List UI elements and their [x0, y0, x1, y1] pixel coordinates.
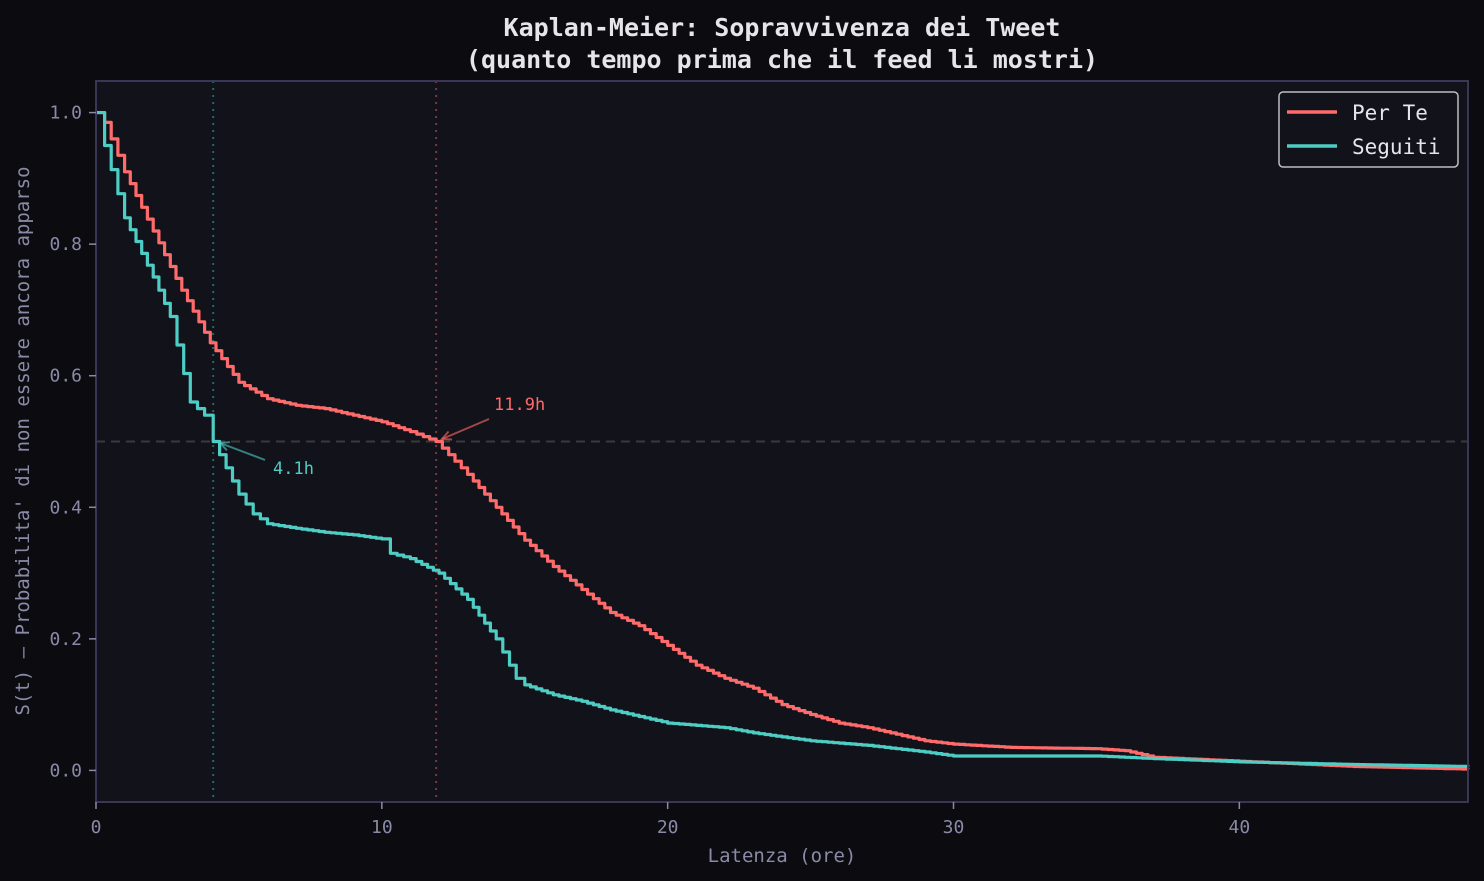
- plot-area: [96, 81, 1468, 802]
- legend: Per Te Seguiti: [1278, 91, 1459, 168]
- annotation-arrow: [219, 442, 266, 461]
- legend-label-per-te: Per Te: [1352, 101, 1428, 125]
- x-axis-ticks: 0 10 20 30 40: [91, 802, 1250, 838]
- y-tick-label: 0.2: [49, 629, 82, 650]
- y-tick-label: 1.0: [49, 103, 82, 124]
- annotation-arrow: [441, 418, 490, 440]
- y-axis-ticks: 0.0 0.2 0.4 0.6 0.8 1.0: [49, 103, 96, 781]
- annotation-arrowhead-icon: [439, 430, 453, 441]
- median-annotations: 11.9h 4.1h: [217, 395, 545, 479]
- legend-label-seguiti: Seguiti: [1352, 135, 1441, 159]
- x-axis-label: Latenza (ore): [708, 845, 857, 867]
- annotation-arrowhead-icon: [217, 441, 231, 451]
- y-tick-label: 0.6: [49, 366, 82, 387]
- annotation-label: 11.9h: [494, 395, 545, 415]
- x-tick-label: 20: [657, 817, 679, 838]
- x-tick-label: 30: [943, 817, 965, 838]
- curve-seguiti: [96, 110, 1470, 768]
- plot-frame: [95, 80, 1469, 803]
- survival-curves: [96, 110, 1470, 771]
- y-tick-label: 0.0: [49, 760, 82, 781]
- y-tick-label: 0.8: [49, 234, 82, 255]
- annotation-label: 4.1h: [273, 459, 314, 479]
- x-tick-label: 10: [371, 817, 393, 838]
- x-tick-label: 40: [1228, 817, 1250, 838]
- chart-title: Kaplan-Meier: Sopravvivenza dei Tweet: [504, 13, 1061, 42]
- y-tick-label: 0.4: [49, 497, 82, 518]
- x-tick-label: 0: [91, 817, 102, 838]
- chart-subtitle: (quanto tempo prima che il feed li mostr…: [466, 45, 1098, 74]
- reference-lines: [96, 81, 1468, 802]
- y-axis-label: S(t) — Probabilita' di non essere ancora…: [12, 166, 34, 715]
